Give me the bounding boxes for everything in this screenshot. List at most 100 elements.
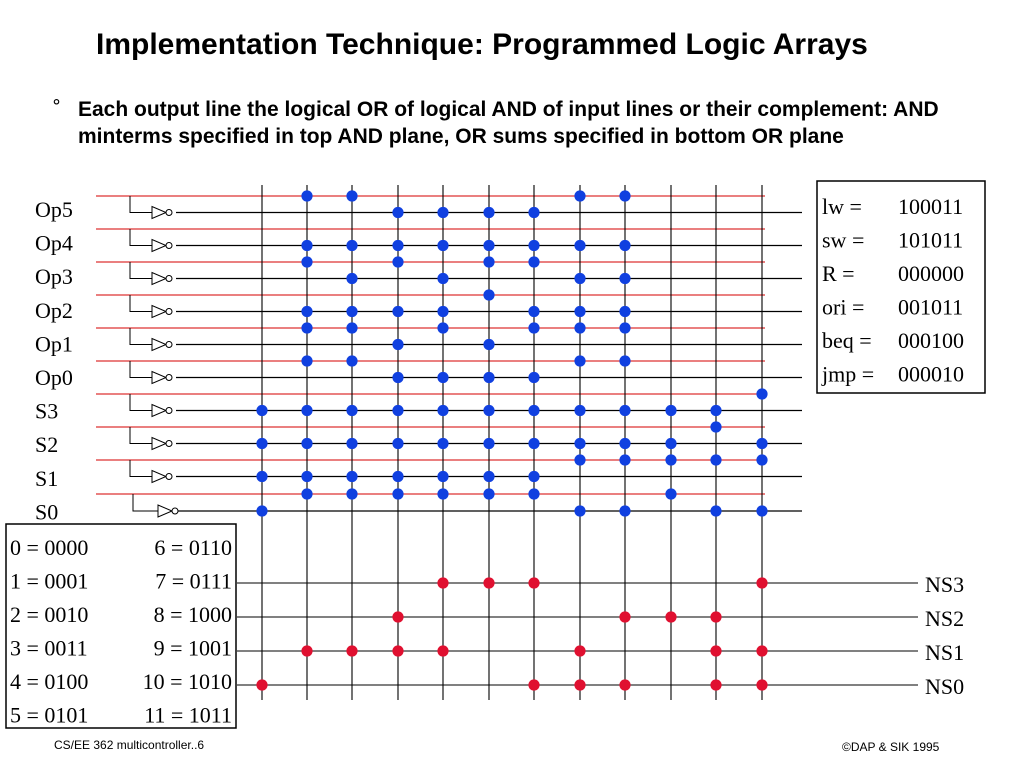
inverter-bubble-5 bbox=[165, 374, 173, 381]
and-dot bbox=[756, 437, 768, 450]
and-dot bbox=[483, 488, 495, 500]
state-code: 9 = 1001 bbox=[154, 636, 232, 661]
opcode-label: lw = bbox=[822, 194, 862, 219]
or-dot bbox=[437, 577, 449, 589]
and-dot bbox=[346, 305, 358, 318]
and-dot bbox=[483, 256, 495, 268]
and-dot bbox=[528, 206, 540, 219]
inverter-bubble-6 bbox=[165, 407, 173, 414]
and-dot bbox=[392, 206, 404, 219]
and-dot bbox=[437, 404, 449, 417]
inverter-bubble-9 bbox=[171, 507, 179, 515]
opcode-value: 101011 bbox=[898, 228, 963, 253]
input-label-op5: Op5 bbox=[35, 197, 73, 222]
state-code: 7 = 0111 bbox=[155, 569, 232, 594]
or-dot bbox=[392, 611, 404, 623]
inverter-bubble-0 bbox=[165, 209, 173, 216]
or-dot bbox=[528, 679, 540, 691]
or-dot bbox=[665, 611, 677, 623]
and-dot bbox=[346, 190, 358, 202]
inverter-tap-9 bbox=[132, 494, 158, 512]
footer-copyright: ©DAP & SIK 1995 bbox=[842, 740, 940, 754]
and-dot bbox=[301, 488, 313, 500]
and-dot bbox=[528, 371, 540, 384]
inverter-tap-4 bbox=[129, 328, 152, 345]
and-dot bbox=[574, 322, 586, 334]
inverter-tap-7 bbox=[129, 427, 152, 444]
and-dot bbox=[301, 190, 313, 202]
and-dot bbox=[483, 239, 495, 252]
and-dot bbox=[301, 322, 313, 334]
inverter-triangle-1 bbox=[151, 238, 168, 253]
and-dot bbox=[392, 256, 404, 268]
and-dot bbox=[346, 239, 358, 252]
and-dot bbox=[574, 404, 586, 417]
inverter-bubble-1 bbox=[165, 242, 173, 249]
state-code: 4 = 0100 bbox=[10, 669, 88, 694]
inverter-triangle-2 bbox=[151, 271, 168, 286]
and-dot bbox=[665, 437, 677, 450]
and-dot bbox=[619, 505, 631, 517]
or-dot bbox=[710, 611, 722, 623]
inverter-tap-3 bbox=[129, 295, 152, 312]
bullet-text: Each output line the logical OR of logic… bbox=[78, 98, 939, 148]
or-plane-dots bbox=[256, 577, 768, 691]
state-code: 10 = 1010 bbox=[143, 669, 232, 694]
and-dot bbox=[619, 322, 631, 334]
or-dot bbox=[756, 679, 768, 691]
or-dot bbox=[346, 645, 358, 657]
opcode-table-border bbox=[816, 180, 986, 394]
or-dot bbox=[574, 645, 586, 657]
or-dot bbox=[710, 679, 722, 691]
state-code: 5 = 0101 bbox=[10, 703, 88, 728]
inverter-triangle-0 bbox=[151, 205, 168, 220]
inverter-tap-6 bbox=[129, 394, 152, 411]
and-dot bbox=[301, 470, 313, 483]
or-dot bbox=[528, 577, 540, 589]
input-label-s1: S1 bbox=[35, 466, 58, 491]
and-dot bbox=[574, 355, 586, 367]
bullet-icon: ° bbox=[52, 96, 61, 117]
and-dot bbox=[346, 355, 358, 367]
and-dot bbox=[710, 505, 722, 517]
state-code: 6 = 0110 bbox=[154, 535, 232, 560]
and-dot bbox=[528, 322, 540, 334]
and-dot bbox=[301, 305, 313, 318]
state-code: 0 = 0000 bbox=[10, 535, 88, 560]
and-dot bbox=[619, 355, 631, 367]
and-dot bbox=[619, 239, 631, 252]
input-label-s2: S2 bbox=[35, 432, 58, 457]
inverter-triangle-6 bbox=[151, 403, 168, 418]
or-dot bbox=[619, 611, 631, 623]
opcode-value: 000010 bbox=[898, 362, 964, 387]
state-table: 0 = 0000 6 = 0110 1 = 0001 7 = 0111 2 = 0010… bbox=[5, 523, 237, 729]
opcode-value: 000100 bbox=[898, 328, 964, 353]
and-dot bbox=[619, 272, 631, 285]
and-dot bbox=[574, 272, 586, 285]
inverter-triangle-5 bbox=[151, 370, 168, 385]
input-label-op0: Op0 bbox=[35, 365, 73, 390]
and-dot bbox=[710, 404, 722, 417]
state-code: 3 = 0011 bbox=[10, 636, 88, 661]
and-dot bbox=[392, 338, 404, 351]
and-dot bbox=[437, 371, 449, 384]
and-dot bbox=[256, 404, 268, 417]
inverter-triangle-9 bbox=[157, 504, 174, 518]
and-dot bbox=[574, 305, 586, 318]
state-code: 11 = 1011 bbox=[144, 703, 232, 728]
or-dot bbox=[437, 645, 449, 657]
and-dot bbox=[528, 437, 540, 450]
and-plane-lines bbox=[96, 195, 802, 512]
and-dot bbox=[528, 239, 540, 252]
inverter-bubble-4 bbox=[165, 341, 173, 348]
and-dot bbox=[437, 239, 449, 252]
or-dot bbox=[710, 645, 722, 657]
and-dot bbox=[392, 488, 404, 500]
and-dot bbox=[483, 404, 495, 417]
and-dot bbox=[574, 454, 586, 466]
and-dot bbox=[301, 355, 313, 367]
inverter-bubble-2 bbox=[165, 275, 173, 282]
and-dot bbox=[392, 239, 404, 252]
and-dot bbox=[392, 305, 404, 318]
and-dot bbox=[483, 470, 495, 483]
